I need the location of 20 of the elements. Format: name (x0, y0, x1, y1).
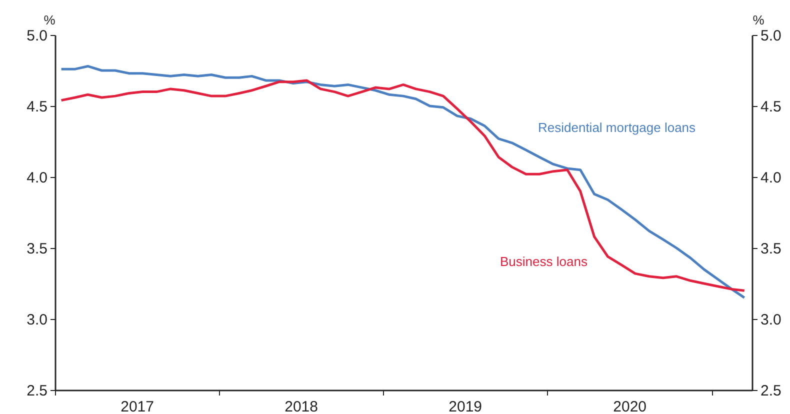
y-tick-label: 2.5 (26, 382, 48, 400)
y2-tick-label: 4.0 (760, 170, 782, 186)
y-tick-label: 5.0 (26, 28, 48, 44)
y-tick-label: 4.0 (26, 170, 48, 186)
series-label: Residential mortgage loans (538, 120, 696, 135)
x-tick-label: 2020 (613, 398, 647, 414)
x-tick-label: 2018 (284, 398, 318, 414)
y2-tick-label: 4.5 (760, 98, 782, 116)
y-tick-label: 4.5 (26, 98, 48, 116)
x-tick-label: 2019 (448, 398, 482, 414)
series-label: Business loans (500, 254, 588, 269)
y2-tick-label: 5.0 (760, 28, 782, 44)
y2-tick-label: 3.5 (760, 240, 782, 258)
y-tick-label: 3.0 (26, 312, 48, 328)
y2-axis-title: % (752, 12, 765, 28)
x-tick-label: 2017 (120, 398, 154, 414)
y2-tick-label: 2.5 (760, 382, 782, 400)
y2-tick-label: 3.0 (760, 312, 782, 328)
y-tick-label: 3.5 (26, 240, 48, 258)
y-axis-title: % (44, 12, 56, 28)
